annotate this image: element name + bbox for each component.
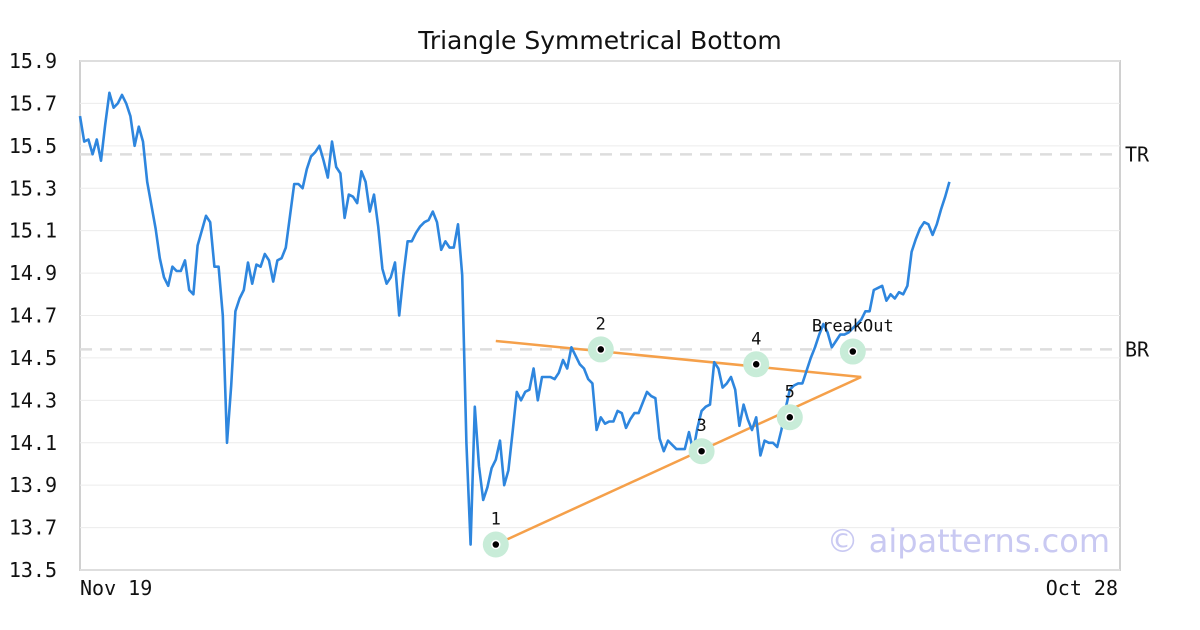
chart-title: Triangle Symmetrical Bottom: [417, 26, 782, 55]
marker-point: [848, 346, 858, 357]
watermark: © aipatterns.com: [827, 522, 1110, 560]
marker-label: 1: [491, 510, 501, 530]
y-tick-label: 15.1: [9, 219, 57, 243]
y-tick-label: 15.5: [9, 134, 57, 158]
marker-point: [596, 344, 606, 355]
marker-label: BreakOut: [812, 317, 894, 337]
marker-point: [491, 539, 501, 550]
y-tick-label: 15.3: [9, 176, 57, 200]
y-tick-label: 13.7: [9, 516, 57, 540]
trendlines: [495, 339, 862, 546]
marker-point: [696, 446, 707, 456]
reference-label: BR: [1125, 337, 1150, 361]
x-tick-label-end: Oct 28: [1046, 576, 1118, 600]
marker-label: 2: [596, 314, 606, 334]
price-line: [78, 91, 951, 546]
y-tick-label: 13.5: [9, 558, 57, 582]
marker-label: 3: [696, 416, 706, 436]
marker-point: [751, 359, 761, 370]
y-tick-label: 15.9: [9, 49, 57, 73]
marker-point: [785, 412, 795, 423]
y-tick-label: 14.9: [9, 261, 57, 285]
reference-label: TR: [1125, 142, 1150, 166]
reference-lines: TR BR: [80, 142, 1150, 361]
y-axis-ticks: 13.5 13.7 13.9 14.1 14.3 14.5 14.7 14.9 15.1 15.3…: [9, 49, 57, 582]
marker-label: 4: [751, 329, 761, 349]
pattern-markers: 1 2 3 4 5 BreakOut: [482, 314, 894, 558]
marker-label: 5: [785, 382, 795, 402]
y-tick-label: 14.7: [9, 304, 57, 328]
y-tick-label: 15.7: [9, 91, 57, 115]
x-axis-ticks: Nov 19 Oct 28: [80, 576, 1118, 600]
trendline: [495, 339, 862, 379]
y-tick-label: 14.3: [9, 388, 57, 412]
trendline: [495, 375, 862, 546]
x-tick-label-start: Nov 19: [80, 576, 152, 600]
y-tick-label: 14.1: [9, 431, 57, 455]
y-tick-label: 14.5: [9, 346, 57, 370]
y-tick-label: 13.9: [9, 473, 57, 497]
